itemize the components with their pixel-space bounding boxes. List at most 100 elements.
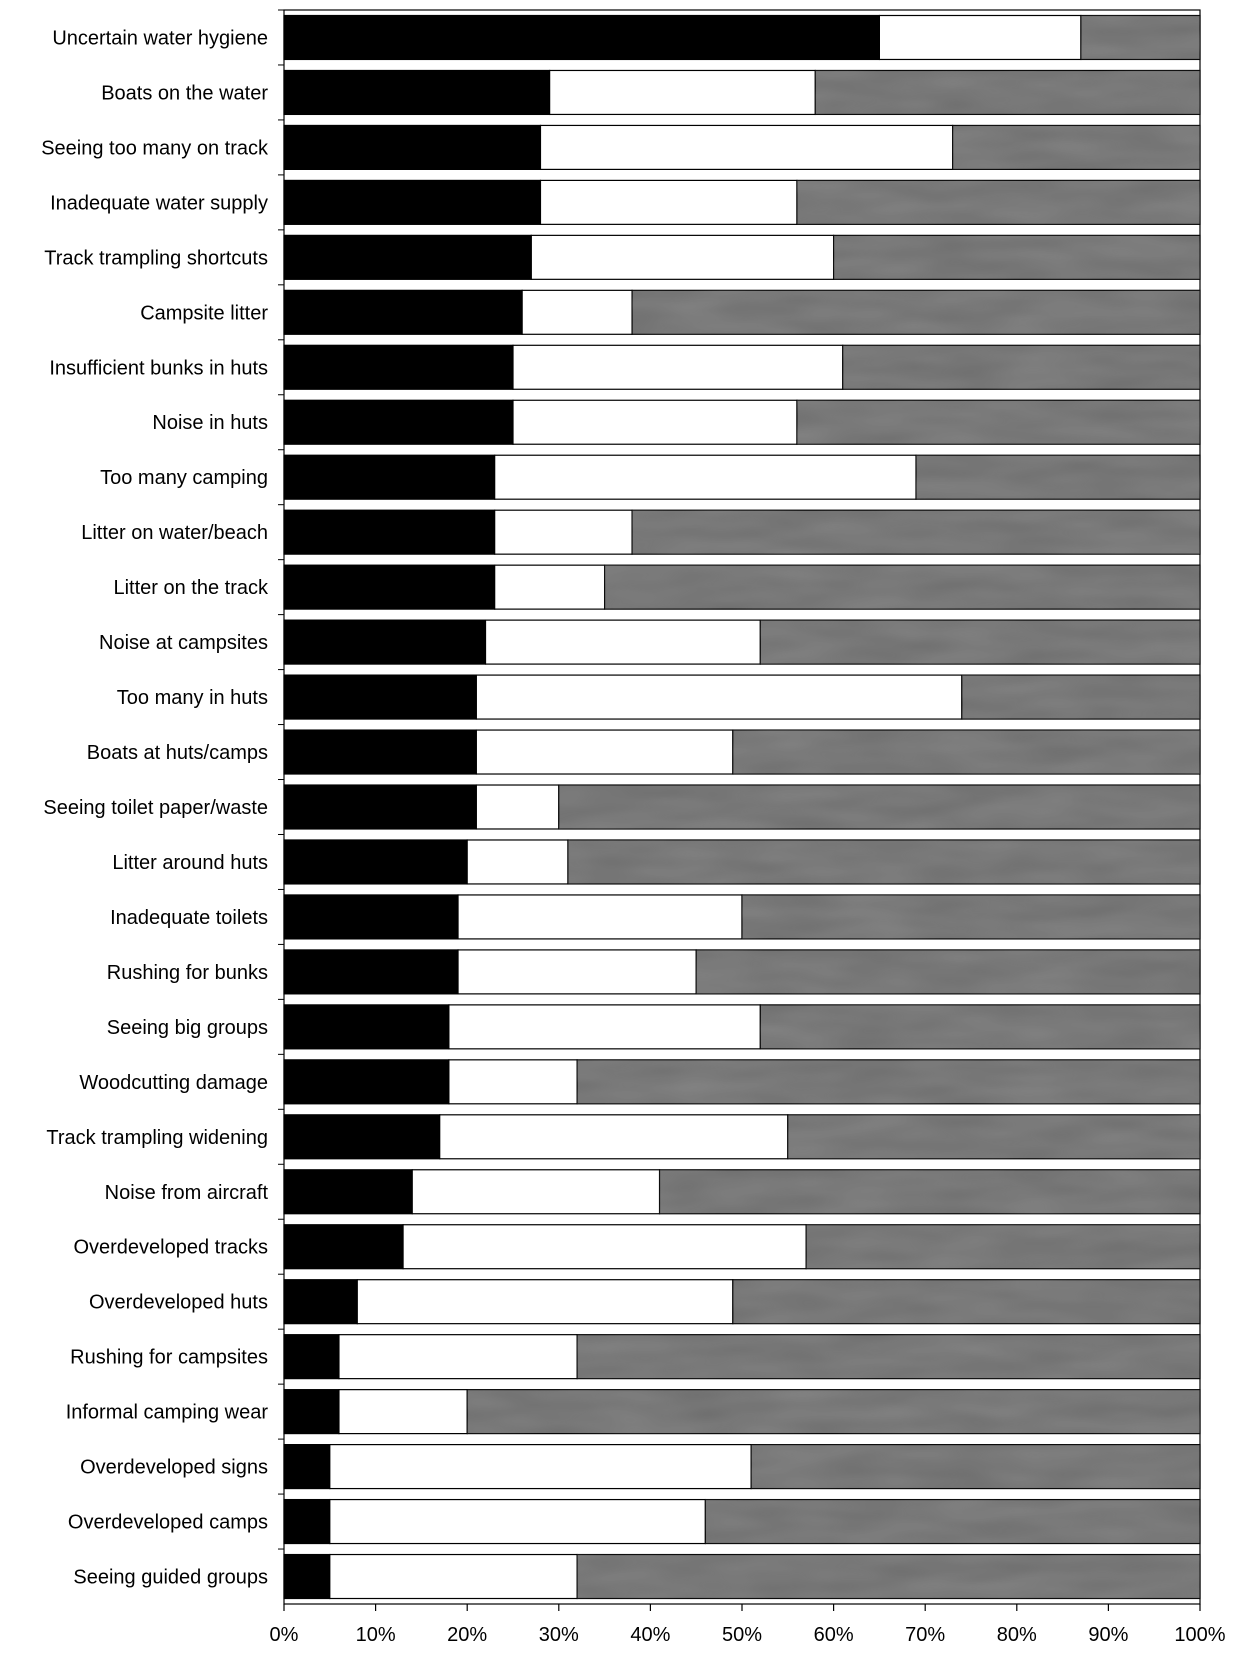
- bar-segment-series-2: [457, 949, 697, 995]
- bar-segment-texture: [604, 565, 1200, 610]
- category-label: Boats at huts/camps: [87, 742, 268, 764]
- category-label: Track trampling widening: [46, 1127, 268, 1149]
- bar-segment-series-1: [283, 729, 477, 775]
- bar-segment-series-1: [283, 1004, 450, 1050]
- category-label: Campsite litter: [140, 302, 268, 324]
- bar-segment-series-2: [329, 1553, 578, 1600]
- bar-segment-texture: [961, 675, 1200, 720]
- bar-segment-series-1: [283, 344, 514, 390]
- category-label: Overdeveloped tracks: [73, 1237, 268, 1259]
- x-tick-label: 60%: [814, 1624, 854, 1646]
- bar-segment-series-1: [283, 14, 881, 61]
- bar-segment-series-2: [338, 1389, 468, 1435]
- category-label: Inadequate toilets: [110, 907, 268, 929]
- x-axis: 0% 10% 20% 30% 40% 50% 60% 70% 80% 90% 100%: [270, 1604, 1226, 1646]
- category-label: Seeing big groups: [107, 1017, 268, 1039]
- x-tick-label: 40%: [630, 1624, 670, 1646]
- bar-segment-series-1: [283, 784, 477, 830]
- bar-segment-texture: [787, 1114, 1200, 1159]
- bar-segment-series-1: [283, 1553, 331, 1600]
- bar-segment-series-2: [448, 1059, 578, 1105]
- category-label: Litter around huts: [112, 852, 268, 874]
- bar-segment-series-2: [457, 894, 743, 940]
- bar-segment-series-2: [494, 454, 917, 500]
- bar-segment-texture: [567, 839, 1200, 884]
- category-label: Noise from aircraft: [105, 1182, 269, 1204]
- bar-segment-series-2: [475, 729, 734, 775]
- bar-segment-series-2: [402, 1224, 807, 1270]
- bar-segment-series-1: [283, 1334, 340, 1380]
- bar-segment-series-1: [283, 674, 477, 720]
- category-label: Overdeveloped huts: [89, 1292, 268, 1314]
- bar-segment-series-1: [283, 1114, 441, 1160]
- bar-segment-series-1: [283, 234, 532, 280]
- bar-segment-texture: [732, 730, 1200, 775]
- x-tick-label: 100%: [1174, 1624, 1225, 1646]
- bar-segment-series-2: [475, 674, 963, 720]
- category-label: Woodcutting damage: [79, 1072, 268, 1094]
- category-label: Overdeveloped camps: [68, 1512, 268, 1534]
- bar-segment-series-2: [521, 289, 633, 335]
- bar-segment-texture: [833, 235, 1200, 280]
- x-tick-label: 70%: [905, 1624, 945, 1646]
- bar-segment-texture: [815, 70, 1200, 115]
- bar-segment-series-2: [356, 1279, 734, 1325]
- category-label: Rushing for campsites: [70, 1347, 268, 1369]
- category-label: Inadequate water supply: [50, 192, 268, 214]
- category-label: Seeing guided groups: [73, 1567, 268, 1589]
- category-label: Informal camping wear: [66, 1402, 269, 1424]
- bar-segment-series-1: [283, 619, 487, 665]
- bar-segment-texture: [796, 400, 1200, 445]
- bar-segment-texture: [760, 620, 1200, 665]
- bar-segment-series-2: [539, 124, 954, 170]
- category-label: Too many camping: [100, 467, 268, 489]
- category-label: Noise at campsites: [99, 632, 268, 654]
- bar-segment-series-1: [283, 399, 514, 445]
- bar-segment-series-1: [283, 1279, 358, 1325]
- bar-segment-texture: [806, 1224, 1200, 1269]
- bar-segment-texture: [751, 1444, 1200, 1489]
- bar-segment-series-2: [530, 234, 835, 280]
- category-label: Uncertain water hygiene: [52, 27, 268, 49]
- bar-segment-series-2: [512, 399, 798, 445]
- bar-segment-series-1: [283, 1389, 340, 1435]
- bar-segment-series-1: [283, 454, 496, 500]
- x-tick-label: 20%: [447, 1624, 487, 1646]
- x-tick-label: 90%: [1088, 1624, 1128, 1646]
- bar-segment-texture: [760, 1004, 1200, 1049]
- bar-segment-texture: [577, 1059, 1200, 1104]
- bar-segment-series-1: [283, 1169, 413, 1215]
- bar-segment-texture: [742, 894, 1200, 939]
- x-tick-label: 30%: [539, 1624, 579, 1646]
- bar-segment-series-1: [283, 1444, 331, 1490]
- category-label: Insufficient bunks in huts: [49, 357, 268, 379]
- bar-segment-series-2: [878, 14, 1082, 61]
- category-label: Seeing too many on track: [41, 137, 269, 159]
- bar-segment-series-2: [549, 69, 816, 116]
- category-labels: Uncertain water hygiene Boats on the wate…: [41, 27, 269, 1588]
- category-label: Noise in huts: [152, 412, 268, 434]
- bar-segment-texture: [1080, 15, 1200, 60]
- bar-segment-series-1: [283, 1224, 404, 1270]
- category-label: Too many in huts: [117, 687, 268, 709]
- bar-segment-series-1: [283, 289, 523, 335]
- bar-segment-series-1: [283, 949, 459, 995]
- bar-segment-series-2: [411, 1169, 661, 1215]
- category-label: Track trampling shortcuts: [44, 247, 268, 269]
- bar-segment-series-1: [283, 1059, 450, 1105]
- category-label: Seeing toilet paper/waste: [43, 797, 268, 819]
- x-tick-label: 0%: [270, 1624, 299, 1646]
- bar-segment-texture: [916, 455, 1200, 500]
- category-label: Boats on the water: [101, 82, 268, 104]
- bar-segment-texture: [467, 1389, 1200, 1434]
- bar-segment-series-1: [283, 839, 468, 885]
- bar-segment-series-2: [475, 784, 560, 830]
- bar-segment-texture: [796, 180, 1200, 225]
- category-label: Litter on water/beach: [81, 522, 268, 544]
- bar-segment-texture: [632, 510, 1200, 555]
- bar-segment-series-2: [512, 344, 844, 390]
- bar-segment-texture: [696, 949, 1200, 994]
- category-label: Litter on the track: [113, 577, 269, 599]
- bar-segment-series-2: [329, 1498, 706, 1545]
